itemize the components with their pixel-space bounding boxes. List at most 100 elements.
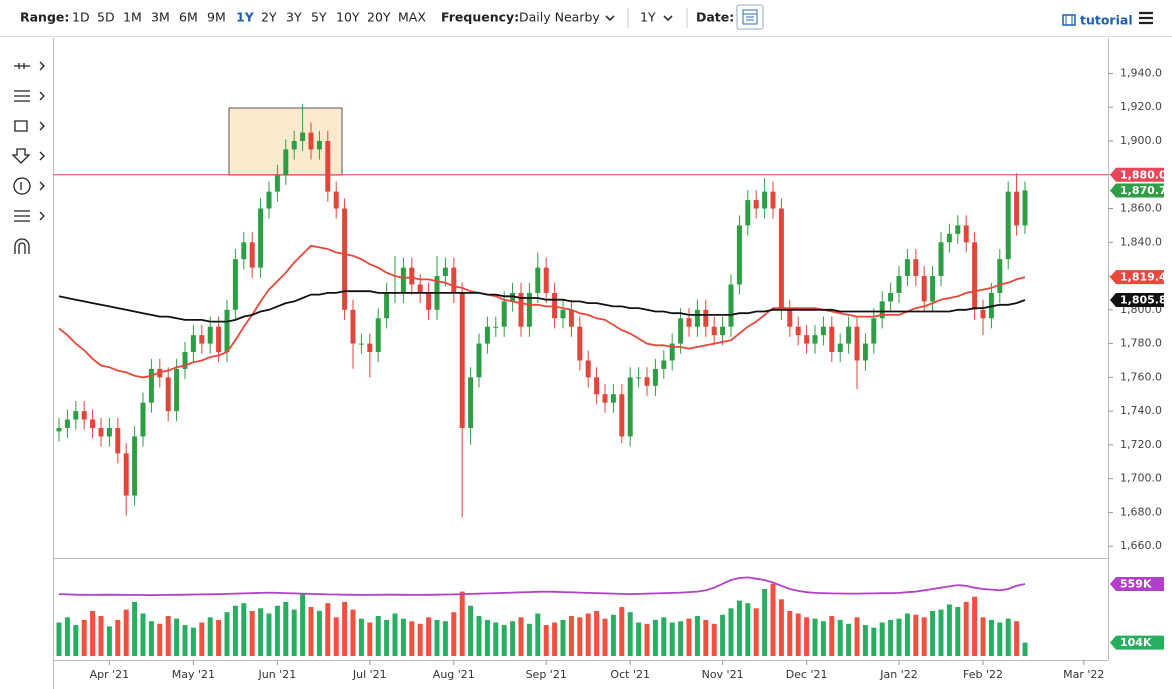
volume-bar bbox=[56, 622, 62, 656]
volume-bar bbox=[711, 623, 717, 656]
price-badge-label: 1,880.0 bbox=[1120, 168, 1167, 181]
candle-body bbox=[81, 411, 87, 420]
tool-line[interactable] bbox=[14, 61, 45, 71]
candle-body bbox=[367, 343, 373, 353]
range-button[interactable]: 3Y bbox=[286, 10, 302, 25]
drawing-tools bbox=[11, 61, 45, 254]
volume-bar bbox=[568, 616, 574, 656]
volume-bar bbox=[132, 601, 138, 656]
price-badge bbox=[1110, 167, 1164, 182]
candle-body bbox=[190, 335, 196, 353]
tool-arrow[interactable] bbox=[11, 148, 45, 164]
volume-bar bbox=[913, 614, 919, 656]
candle-body bbox=[862, 343, 868, 361]
range-button[interactable]: 3M bbox=[151, 10, 170, 25]
volume-bar bbox=[392, 613, 398, 656]
price-badge-label: 1,819.4 bbox=[1120, 271, 1167, 284]
tool-rect[interactable] bbox=[14, 120, 45, 132]
candle-body bbox=[274, 174, 280, 192]
tool-fib[interactable] bbox=[14, 90, 45, 102]
candle-body bbox=[753, 200, 759, 209]
y-tick-label: 1,720.0 bbox=[1120, 438, 1162, 451]
volume-bar bbox=[350, 609, 356, 656]
candle-body bbox=[493, 326, 499, 328]
candle-body bbox=[770, 191, 776, 209]
range-button[interactable]: 1D bbox=[72, 10, 90, 25]
range-button[interactable]: MAX bbox=[398, 10, 426, 25]
candle-body bbox=[417, 284, 423, 293]
range-button[interactable]: 20Y bbox=[367, 10, 391, 25]
volume-bar bbox=[232, 605, 238, 656]
candle-body bbox=[972, 242, 978, 310]
volume-bar bbox=[686, 618, 692, 656]
volume-bar bbox=[333, 617, 339, 656]
price-badge bbox=[1110, 183, 1164, 198]
volume-bar bbox=[930, 610, 936, 656]
tool-pitch[interactable] bbox=[14, 210, 45, 222]
menu-icon[interactable] bbox=[1139, 11, 1153, 25]
candle-body bbox=[568, 309, 574, 327]
candle-body bbox=[778, 208, 784, 310]
candle-body bbox=[216, 326, 222, 353]
candle-body bbox=[249, 242, 255, 268]
candle-body bbox=[812, 335, 818, 344]
volume-bar bbox=[879, 622, 885, 656]
candle-body bbox=[888, 292, 894, 302]
period-select[interactable]: 1Y bbox=[640, 10, 656, 25]
y-tick-label: 1,940.0 bbox=[1120, 66, 1162, 79]
candle-body bbox=[501, 301, 507, 327]
tool-note[interactable] bbox=[13, 177, 31, 195]
volume-bar bbox=[291, 609, 297, 656]
volume-bar bbox=[367, 622, 373, 656]
volume-bar bbox=[846, 623, 852, 656]
calendar-button[interactable] bbox=[736, 4, 764, 30]
range-button[interactable]: 9M bbox=[207, 10, 226, 25]
volume-bar bbox=[493, 622, 499, 656]
range-button[interactable]: 10Y bbox=[336, 10, 360, 25]
y-tick-label: 1,740.0 bbox=[1120, 404, 1162, 417]
volume-bar bbox=[972, 596, 978, 656]
range-button[interactable]: 6M bbox=[179, 10, 198, 25]
volume-bar bbox=[123, 609, 129, 656]
candle-body bbox=[148, 368, 154, 403]
candle-body bbox=[115, 428, 121, 454]
frequency-select[interactable]: Daily Nearby bbox=[519, 10, 600, 25]
candle-body bbox=[946, 233, 952, 243]
volume-bar bbox=[988, 619, 994, 656]
range-button[interactable]: 1Y bbox=[236, 10, 255, 25]
candle-body bbox=[669, 343, 675, 361]
range-button[interactable]: 1M bbox=[123, 10, 142, 25]
candle-body bbox=[703, 309, 709, 327]
volume-bar bbox=[342, 601, 348, 656]
volume-bar bbox=[644, 623, 650, 656]
tutorial-icon[interactable] bbox=[1062, 14, 1076, 26]
volume-bar bbox=[678, 621, 684, 656]
volume-bar bbox=[862, 625, 868, 656]
price-badge-label: 1,805.8 bbox=[1120, 294, 1167, 307]
candle-body bbox=[308, 132, 314, 150]
range-button[interactable]: 5D bbox=[97, 10, 115, 25]
volume-bar bbox=[165, 616, 171, 656]
candle-body bbox=[762, 191, 768, 209]
tool-note-mark[interactable] bbox=[20, 181, 45, 191]
candle-body bbox=[619, 394, 625, 437]
volume-bar bbox=[518, 617, 524, 656]
volume-bar bbox=[300, 594, 306, 656]
candle-body bbox=[736, 225, 742, 285]
volume-bar bbox=[81, 619, 87, 656]
volume-bar bbox=[468, 605, 474, 656]
candle-body bbox=[787, 309, 793, 327]
volume-bar bbox=[384, 619, 390, 656]
range-button[interactable]: 2Y bbox=[261, 10, 277, 25]
tool-magnet[interactable] bbox=[14, 238, 30, 254]
candle-body bbox=[686, 318, 692, 327]
y-tick-label: 1,660.0 bbox=[1120, 539, 1162, 552]
range-button[interactable]: 5Y bbox=[311, 10, 327, 25]
y-tick-label: 1,700.0 bbox=[1120, 472, 1162, 485]
volume-bar bbox=[501, 625, 507, 656]
volume-bar bbox=[619, 607, 625, 656]
candle-body bbox=[73, 411, 79, 420]
dropdown-chevron[interactable] bbox=[605, 15, 673, 22]
volume-bar bbox=[787, 610, 793, 656]
tutorial-link[interactable]: tutorial bbox=[1080, 13, 1133, 28]
